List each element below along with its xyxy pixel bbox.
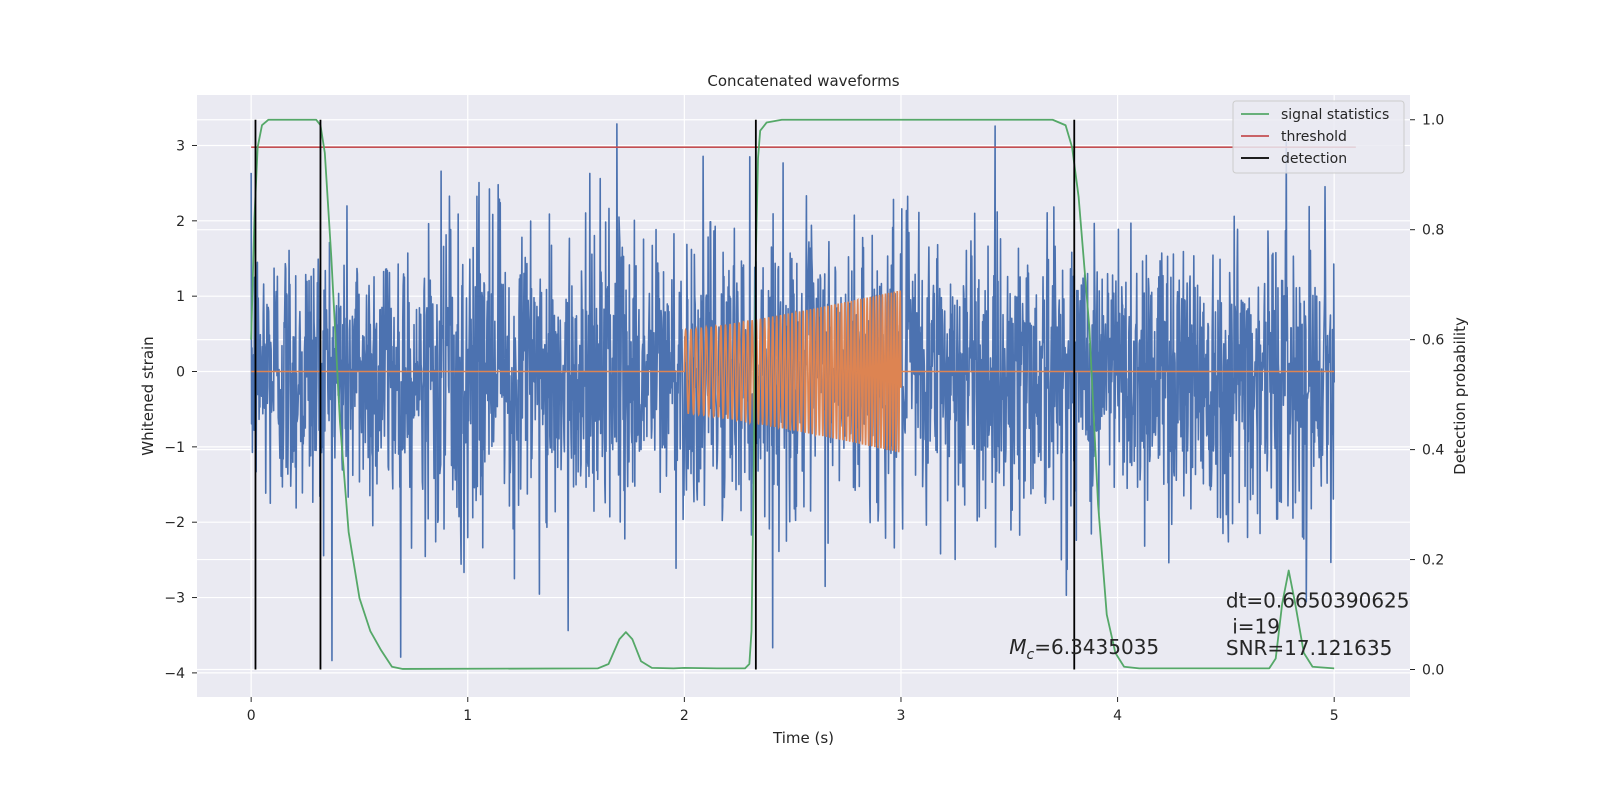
y2-tick-label: 1.0 (1422, 113, 1444, 129)
y2-tick-label: 0.0 (1422, 663, 1444, 679)
y2-tick-label: 0.4 (1422, 443, 1444, 459)
y2-axis-label: Detection probability (1451, 317, 1469, 475)
annotations: Mc=6.3435035 dt=0.6650390625 i=19 SNR=17… (1009, 588, 1409, 663)
axes-layer: 0 1 2 3 4 5 −4 −3 −2 −1 0 1 2 3 0.0 0.2 0.4 0.6 0.8 1.0 (164, 113, 1444, 724)
legend-frame (1232, 100, 1405, 174)
x-tick-label: 3 (897, 708, 906, 724)
x-axis-label: Time (s) (772, 729, 834, 747)
legend-label: signal statistics (1281, 107, 1389, 123)
x-tick-label: 1 (463, 708, 472, 724)
y-tick-label: 2 (176, 214, 185, 230)
y-tick-label: −4 (164, 666, 185, 682)
signal-statistics-line (250, 118, 1335, 670)
y-tick-label: −2 (164, 515, 185, 531)
y-tick-label: −3 (164, 591, 185, 607)
y-tick-label: 0 (176, 365, 185, 381)
y2-tick-label: 0.2 (1422, 553, 1444, 569)
legend-label: detection (1281, 151, 1347, 167)
chirp-mass-subscript: c (1027, 647, 1035, 663)
x-tick-label: 5 (1330, 708, 1339, 724)
template-series-line (251, 290, 1335, 453)
x-tick-label: 0 (247, 708, 256, 724)
y2-tick-label: 0.6 (1422, 333, 1444, 349)
dt-annotation: dt=0.6650390625 (1226, 588, 1410, 612)
x-tick-label: 2 (680, 708, 689, 724)
y-tick-label: 3 (176, 138, 185, 154)
chirp-mass-value: =6.3435035 (1034, 635, 1159, 659)
chart-title: Concatenated waveforms (707, 72, 899, 90)
y-axis-label: Whitened strain (139, 336, 157, 455)
snr-annotation: SNR=17.121635 (1226, 636, 1392, 660)
chirp-mass-annotation: Mc=6.3435035 (1009, 635, 1159, 663)
chirp-mass-symbol: M (1009, 635, 1026, 659)
x-tick-label: 4 (1113, 708, 1122, 724)
y-tick-label: 1 (176, 289, 185, 305)
index-annotation: i=19 (1226, 615, 1280, 639)
legend-label: threshold (1281, 129, 1347, 145)
series-layer (250, 118, 1356, 670)
y2-tick-label: 0.8 (1422, 223, 1444, 239)
y-tick-label: −1 (164, 440, 185, 456)
legend: signal statistics threshold detection (1232, 100, 1405, 174)
